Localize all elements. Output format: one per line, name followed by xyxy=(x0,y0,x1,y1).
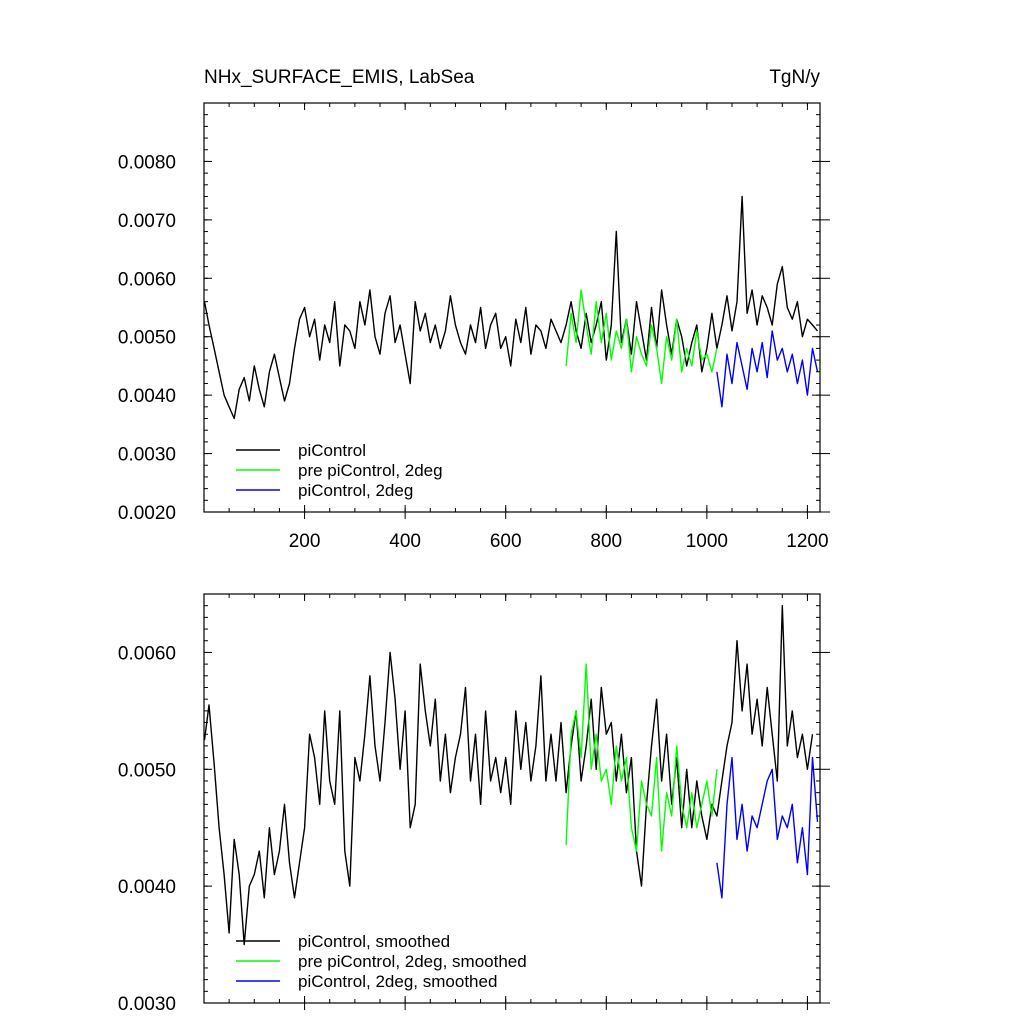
x-tick-label: 800 xyxy=(590,531,622,552)
y-tick-label: 0.0020 xyxy=(118,503,176,524)
x-tick-label: 1200 xyxy=(786,531,828,552)
units-label: TgN/y xyxy=(769,67,820,88)
y-tick-label: 0.0040 xyxy=(118,877,176,898)
plot-frame-bottom xyxy=(203,593,821,1004)
series-line-1: piControl xyxy=(203,195,819,420)
x-tick-label: 1000 xyxy=(686,531,728,552)
y-tick-label: 0.0030 xyxy=(118,994,176,1015)
tick-layer-top: 200 400 600 800 1000 1200 0.0020 0.0030 0.0040 0.… xyxy=(118,102,830,552)
legend-label: pre piControl, 2deg, smoothed xyxy=(298,952,527,971)
x-tick-label: 200 xyxy=(289,531,321,552)
tick-layer-bottom: 0.0030 0.0040 0.0050 0.0060 xyxy=(118,593,830,1015)
y-tick-label: 0.0060 xyxy=(118,643,176,664)
y-tick-label: 0.0040 xyxy=(118,386,176,407)
legend-label: piControl xyxy=(298,441,366,460)
plot-frame-top xyxy=(203,102,821,513)
legend-label: piControl, 2deg xyxy=(298,481,413,500)
series-line-3: piControl, 2deg, smoothed xyxy=(716,756,819,899)
legend-label: pre piControl, 2deg xyxy=(298,461,443,480)
series-line-2: pre piControl, 2deg, smoothed xyxy=(565,663,718,852)
y-tick-label: 0.0070 xyxy=(118,211,176,232)
chart-title: NHx_SURFACE_EMIS, LabSea xyxy=(204,67,475,88)
x-tick-label: 400 xyxy=(389,531,421,552)
y-tick-label: 0.0030 xyxy=(118,445,176,466)
y-tick-label: 0.0080 xyxy=(118,152,176,173)
legend-label: piControl, 2deg, smoothed xyxy=(298,972,497,991)
series-line-2: pre piControl, 2deg xyxy=(565,289,718,385)
x-tick-label: 600 xyxy=(490,531,522,552)
series-line-3: piControl, 2deg xyxy=(716,330,819,408)
y-tick-label: 0.0050 xyxy=(118,760,176,781)
y-tick-label: 0.0050 xyxy=(118,328,176,349)
legend-label: piControl, smoothed xyxy=(298,932,450,951)
y-tick-label: 0.0060 xyxy=(118,269,176,290)
